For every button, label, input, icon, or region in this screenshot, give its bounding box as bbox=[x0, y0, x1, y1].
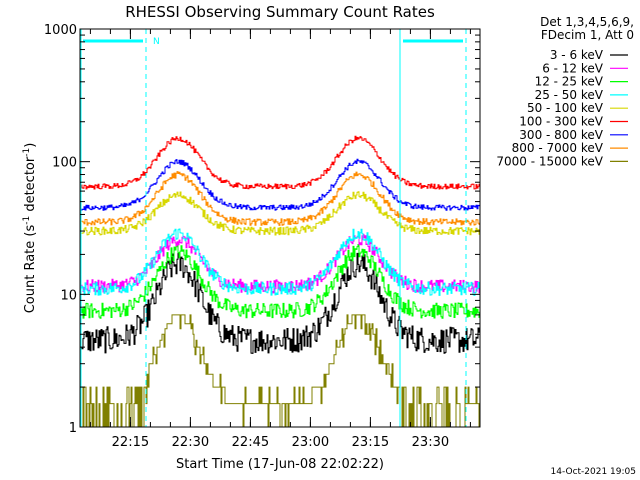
chart-title: RHESSI Observing Summary Count Rates bbox=[125, 3, 435, 21]
series-line bbox=[80, 135, 481, 190]
legend: Det 1,3,4,5,6,9, FDecim 1, Att 0 3 - 6 k… bbox=[496, 15, 634, 168]
series-line bbox=[80, 171, 481, 226]
series-line bbox=[80, 233, 481, 294]
legend-label: 6 - 12 keV bbox=[542, 61, 604, 75]
legend-label: 25 - 50 keV bbox=[535, 88, 604, 102]
y-axis-label: Count Rate (s-1 detector-1) bbox=[22, 143, 38, 314]
x-tick-label: 23:30 bbox=[412, 435, 449, 450]
overlay-layer: N bbox=[80, 29, 467, 427]
legend-header-fdecim: FDecim 1, Att 0 bbox=[541, 28, 634, 42]
footer-date: 14-Oct-2021 19:05 bbox=[551, 467, 636, 477]
series-50-100-kev bbox=[80, 191, 481, 236]
series-line bbox=[80, 228, 481, 296]
legend-label: 7000 - 15000 keV bbox=[496, 154, 603, 168]
series-300-800-kev bbox=[80, 158, 481, 211]
legend-label: 50 - 100 keV bbox=[527, 101, 604, 115]
y-tick-label: 10 bbox=[60, 288, 77, 303]
y-tick-label: 1000 bbox=[44, 23, 77, 38]
legend-header-detectors: Det 1,3,4,5,6,9, bbox=[540, 15, 634, 29]
legend-label: 12 - 25 keV bbox=[535, 75, 604, 89]
series-100-300-kev bbox=[80, 135, 481, 190]
y-tick-label: 1 bbox=[69, 421, 77, 436]
x-tick-label: 23:15 bbox=[352, 435, 389, 450]
series-12-25-kev bbox=[80, 244, 481, 319]
x-tick-label: 22:15 bbox=[112, 435, 149, 450]
series-25-50-kev bbox=[80, 228, 481, 296]
plot-frame bbox=[79, 28, 481, 428]
series-3-6-kev bbox=[80, 252, 481, 354]
series-line bbox=[80, 252, 481, 354]
series-line bbox=[80, 244, 481, 319]
legend-label: 3 - 6 keV bbox=[550, 48, 604, 62]
x-tick-label: 23:00 bbox=[292, 435, 329, 450]
x-axis-label: Start Time (17-Jun-08 22:02:22) bbox=[176, 457, 384, 472]
night-marker-label: N bbox=[153, 37, 160, 47]
x-tick-label: 22:30 bbox=[172, 435, 209, 450]
series-6-12-kev bbox=[80, 233, 481, 294]
legend-label: 800 - 7000 keV bbox=[512, 141, 604, 155]
legend-label: 100 - 300 keV bbox=[519, 115, 603, 129]
x-tick-label: 22:45 bbox=[232, 435, 269, 450]
axis-layer: 22:15 22:30 22:45 23:00 23:15 23:30 1 10 100 1000 bbox=[44, 23, 480, 450]
legend-label: 300 - 800 keV bbox=[519, 128, 603, 142]
data-layer bbox=[80, 135, 481, 428]
series-line bbox=[80, 158, 481, 211]
series-line bbox=[80, 191, 481, 236]
y-tick-label: 100 bbox=[52, 156, 77, 171]
series-800-7000-kev bbox=[80, 171, 481, 226]
